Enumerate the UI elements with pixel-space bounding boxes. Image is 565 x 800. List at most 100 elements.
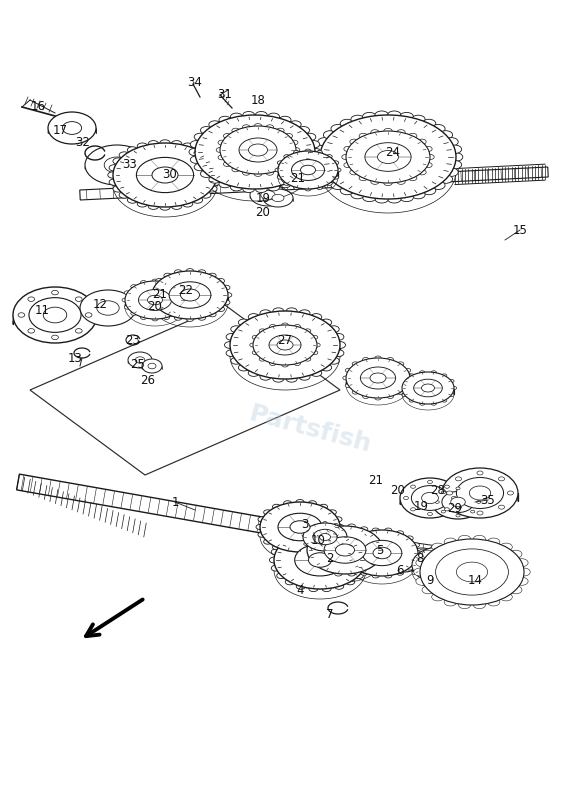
Ellipse shape bbox=[230, 311, 340, 379]
Ellipse shape bbox=[432, 181, 445, 190]
Ellipse shape bbox=[141, 281, 146, 284]
Ellipse shape bbox=[344, 162, 352, 168]
Ellipse shape bbox=[150, 285, 158, 290]
Ellipse shape bbox=[263, 189, 293, 207]
Ellipse shape bbox=[314, 161, 328, 169]
Ellipse shape bbox=[276, 167, 284, 172]
Ellipse shape bbox=[326, 154, 332, 158]
Ellipse shape bbox=[449, 153, 463, 162]
Ellipse shape bbox=[412, 571, 418, 574]
Ellipse shape bbox=[250, 184, 286, 206]
Ellipse shape bbox=[311, 314, 321, 321]
Ellipse shape bbox=[173, 285, 179, 289]
Ellipse shape bbox=[182, 143, 193, 150]
Ellipse shape bbox=[122, 298, 128, 302]
Ellipse shape bbox=[448, 161, 462, 169]
Ellipse shape bbox=[421, 492, 438, 504]
Ellipse shape bbox=[253, 325, 317, 365]
Ellipse shape bbox=[333, 350, 344, 357]
Ellipse shape bbox=[75, 297, 82, 302]
Ellipse shape bbox=[260, 502, 340, 552]
Text: 15: 15 bbox=[512, 223, 528, 237]
Ellipse shape bbox=[286, 375, 297, 382]
Ellipse shape bbox=[207, 158, 217, 164]
Ellipse shape bbox=[207, 186, 217, 192]
Ellipse shape bbox=[412, 547, 468, 583]
Ellipse shape bbox=[18, 313, 25, 318]
Text: 18: 18 bbox=[250, 94, 266, 106]
Ellipse shape bbox=[449, 394, 454, 397]
Ellipse shape bbox=[345, 543, 352, 547]
Ellipse shape bbox=[385, 574, 392, 578]
Ellipse shape bbox=[444, 538, 457, 546]
Ellipse shape bbox=[285, 535, 294, 541]
Ellipse shape bbox=[186, 269, 194, 274]
Ellipse shape bbox=[418, 139, 426, 144]
Ellipse shape bbox=[258, 517, 266, 522]
Ellipse shape bbox=[468, 547, 476, 552]
Ellipse shape bbox=[333, 175, 338, 179]
Ellipse shape bbox=[360, 570, 368, 575]
Ellipse shape bbox=[259, 329, 266, 333]
Ellipse shape bbox=[255, 326, 315, 364]
Ellipse shape bbox=[422, 119, 436, 128]
Ellipse shape bbox=[377, 539, 385, 544]
Ellipse shape bbox=[420, 549, 425, 553]
Ellipse shape bbox=[256, 525, 264, 530]
Ellipse shape bbox=[303, 547, 311, 552]
Ellipse shape bbox=[220, 126, 296, 174]
Ellipse shape bbox=[190, 141, 202, 148]
Ellipse shape bbox=[456, 487, 460, 490]
Ellipse shape bbox=[290, 521, 310, 534]
Ellipse shape bbox=[518, 568, 530, 576]
Ellipse shape bbox=[493, 554, 501, 558]
Ellipse shape bbox=[433, 561, 447, 570]
Ellipse shape bbox=[433, 570, 440, 574]
Ellipse shape bbox=[201, 192, 211, 198]
Ellipse shape bbox=[439, 130, 453, 139]
Ellipse shape bbox=[175, 270, 182, 274]
Ellipse shape bbox=[282, 363, 288, 367]
Ellipse shape bbox=[316, 150, 323, 154]
Ellipse shape bbox=[431, 546, 437, 550]
Ellipse shape bbox=[323, 550, 327, 552]
Ellipse shape bbox=[290, 155, 298, 160]
Ellipse shape bbox=[266, 125, 273, 130]
Ellipse shape bbox=[175, 315, 182, 320]
Ellipse shape bbox=[152, 271, 228, 319]
Ellipse shape bbox=[277, 175, 283, 179]
Ellipse shape bbox=[323, 130, 337, 139]
Ellipse shape bbox=[458, 535, 471, 543]
Ellipse shape bbox=[292, 147, 300, 153]
Ellipse shape bbox=[125, 281, 185, 319]
Ellipse shape bbox=[273, 375, 284, 382]
Ellipse shape bbox=[308, 141, 320, 148]
Ellipse shape bbox=[264, 510, 272, 515]
Ellipse shape bbox=[311, 350, 318, 354]
Ellipse shape bbox=[223, 300, 230, 305]
Ellipse shape bbox=[209, 121, 221, 128]
Ellipse shape bbox=[468, 592, 476, 597]
Ellipse shape bbox=[345, 384, 351, 388]
Ellipse shape bbox=[372, 528, 379, 533]
Ellipse shape bbox=[451, 496, 457, 499]
Ellipse shape bbox=[148, 141, 159, 147]
Ellipse shape bbox=[277, 161, 283, 165]
Ellipse shape bbox=[289, 121, 301, 128]
Ellipse shape bbox=[412, 555, 418, 559]
Ellipse shape bbox=[444, 581, 449, 584]
Ellipse shape bbox=[318, 168, 332, 176]
Ellipse shape bbox=[216, 147, 224, 153]
Ellipse shape bbox=[351, 190, 364, 198]
Ellipse shape bbox=[402, 372, 454, 404]
Ellipse shape bbox=[276, 128, 284, 133]
Text: 25: 25 bbox=[131, 358, 145, 371]
Ellipse shape bbox=[416, 558, 428, 566]
Ellipse shape bbox=[201, 126, 212, 134]
Ellipse shape bbox=[359, 549, 369, 554]
Ellipse shape bbox=[432, 543, 444, 551]
Ellipse shape bbox=[97, 301, 119, 315]
Ellipse shape bbox=[342, 154, 350, 160]
Ellipse shape bbox=[414, 550, 421, 555]
Ellipse shape bbox=[403, 496, 408, 499]
